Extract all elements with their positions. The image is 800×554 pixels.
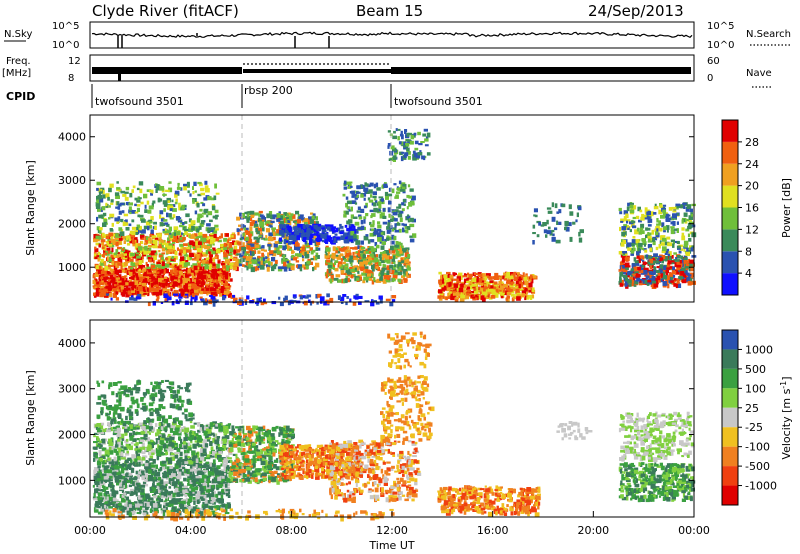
colorbar-tick: -100 [745,441,770,454]
y-tick-label: 3000 [58,383,86,396]
power-y-ticks: 1000 2000 3000 4000 [58,131,694,274]
colorbar-tick: 100 [745,382,766,395]
colorbar-swatch [722,141,738,164]
noise-right-tick-top: 10^5 [707,21,734,32]
y-tick-label: 3000 [58,174,86,187]
noise-sky-series [91,31,693,39]
noise-left-label: N.Sky [4,29,32,40]
velocity-cbar-label: Velocity [m s-1] [779,376,793,459]
date-title: 24/Sep/2013 [588,2,684,20]
power-panel: 1000 2000 3000 4000 Slant Range [km] 4 8 12 16… [24,114,793,307]
colorbar-tick: 1000 [745,343,773,356]
y-tick-label: 1000 [58,261,86,274]
freq-panel: Freq. [MHz] 12 8 60 0 Nave [2,54,772,88]
colorbar-tick: 24 [745,158,759,171]
noise-right-tick-bottom: 10^0 [707,40,734,51]
colorbar-swatch [722,368,738,389]
velocity-colorbar: 1000 500 100 25 -25 -100 -500 -1000 [721,329,777,506]
y-tick-label: 4000 [58,131,86,144]
noise-right-label: N.Search [746,29,791,40]
freq-right-tick-top: 60 [707,56,720,67]
noise-spikes [117,33,330,48]
colorbar-swatch [722,273,738,295]
colorbar-swatch [722,207,738,230]
freq-band-2 [243,69,391,73]
colorbar-swatch [722,163,738,186]
y-tick-label: 1000 [58,474,86,487]
freq-left-label-1: Freq. [6,56,31,67]
cpid-segment-1: twofsound 3501 [95,95,184,108]
colorbar-tick: -500 [745,460,770,473]
colorbar-tick: 8 [745,245,752,258]
cpid-segment-3: twofsound 3501 [394,95,483,108]
power-cbar-label: Power [dB] [780,178,793,238]
power-frame [89,114,695,303]
x-tick-label: 12:00 [376,524,408,537]
colorbar-tick: 28 [745,136,759,149]
colorbar-tick: -1000 [745,480,777,493]
colorbar-swatch [722,120,738,142]
freq-left-tick-top: 12 [68,56,81,67]
freq-frame [89,54,695,82]
colorbar-tick: 4 [745,267,752,280]
velocity-ylabel: Slant Range [km] [24,370,37,466]
x-tick-label: 16:00 [477,524,509,537]
power-colorbar: 4 8 12 16 20 24 28 [721,119,759,296]
noise-panel: N.Sky 10^5 10^0 10^5 10^0 N.Search [4,21,792,51]
velocity-x-ticks: 00:00 04:00 08:00 12:00 16:00 20:00 00:00 [74,511,710,537]
noise-left-tick-top: 10^5 [52,21,79,32]
cpid-segment-2: rbsp 200 [244,84,293,97]
noise-frame [89,21,695,49]
y-tick-label: 2000 [58,429,86,442]
colorbar-tick: 20 [745,180,759,193]
colorbar-swatch [722,185,738,208]
power-ylabel: Slant Range [km] [24,160,37,256]
velocity-panel: 1000 2000 3000 4000 00:00 04:00 08:00 12:00 16:… [24,319,793,552]
colorbar-swatch [722,251,738,274]
freq-right-tick-bottom: 0 [707,73,713,84]
y-tick-label: 2000 [58,218,86,231]
colorbar-swatch [722,229,738,252]
velocity-xlabel: Time UT [368,539,414,552]
colorbar-swatch [722,446,738,467]
cpid-label: CPID [6,90,35,103]
colorbar-tick: 25 [745,402,759,415]
colorbar-tick: -25 [745,421,763,434]
power-data [92,128,697,307]
station-title: Clyde River (fitACF) [92,2,239,20]
freq-left-tick-bottom: 8 [68,73,74,84]
x-tick-label: 20:00 [577,524,609,537]
velocity-data [92,331,696,522]
y-tick-label: 4000 [58,337,86,350]
colorbar-swatch [722,349,738,369]
colorbar-swatch [722,485,738,505]
freq-band-1 [92,67,242,74]
colorbar-swatch [722,388,738,408]
colorbar-swatch [722,407,738,428]
colorbar-swatch [722,427,738,447]
freq-left-label-2: [MHz] [2,68,31,79]
colorbar-tick: 16 [745,202,759,215]
x-tick-label: 00:00 [678,524,710,537]
colorbar-tick: 12 [745,223,759,236]
x-tick-label: 04:00 [175,524,207,537]
colorbar-swatch [722,330,738,350]
colorbar-swatch [722,466,738,486]
noise-left-tick-bottom: 10^0 [52,40,79,51]
x-tick-label: 08:00 [275,524,307,537]
beam-title: Beam 15 [356,2,423,20]
freq-band-3 [391,67,691,74]
cpid-row: CPID twofsound 3501 rbsp 200 twofsound 3… [6,84,483,108]
velocity-y-ticks: 1000 2000 3000 4000 [58,337,694,487]
colorbar-tick: 500 [745,363,766,376]
nave-label: Nave [746,68,772,79]
x-tick-label: 00:00 [74,524,106,537]
